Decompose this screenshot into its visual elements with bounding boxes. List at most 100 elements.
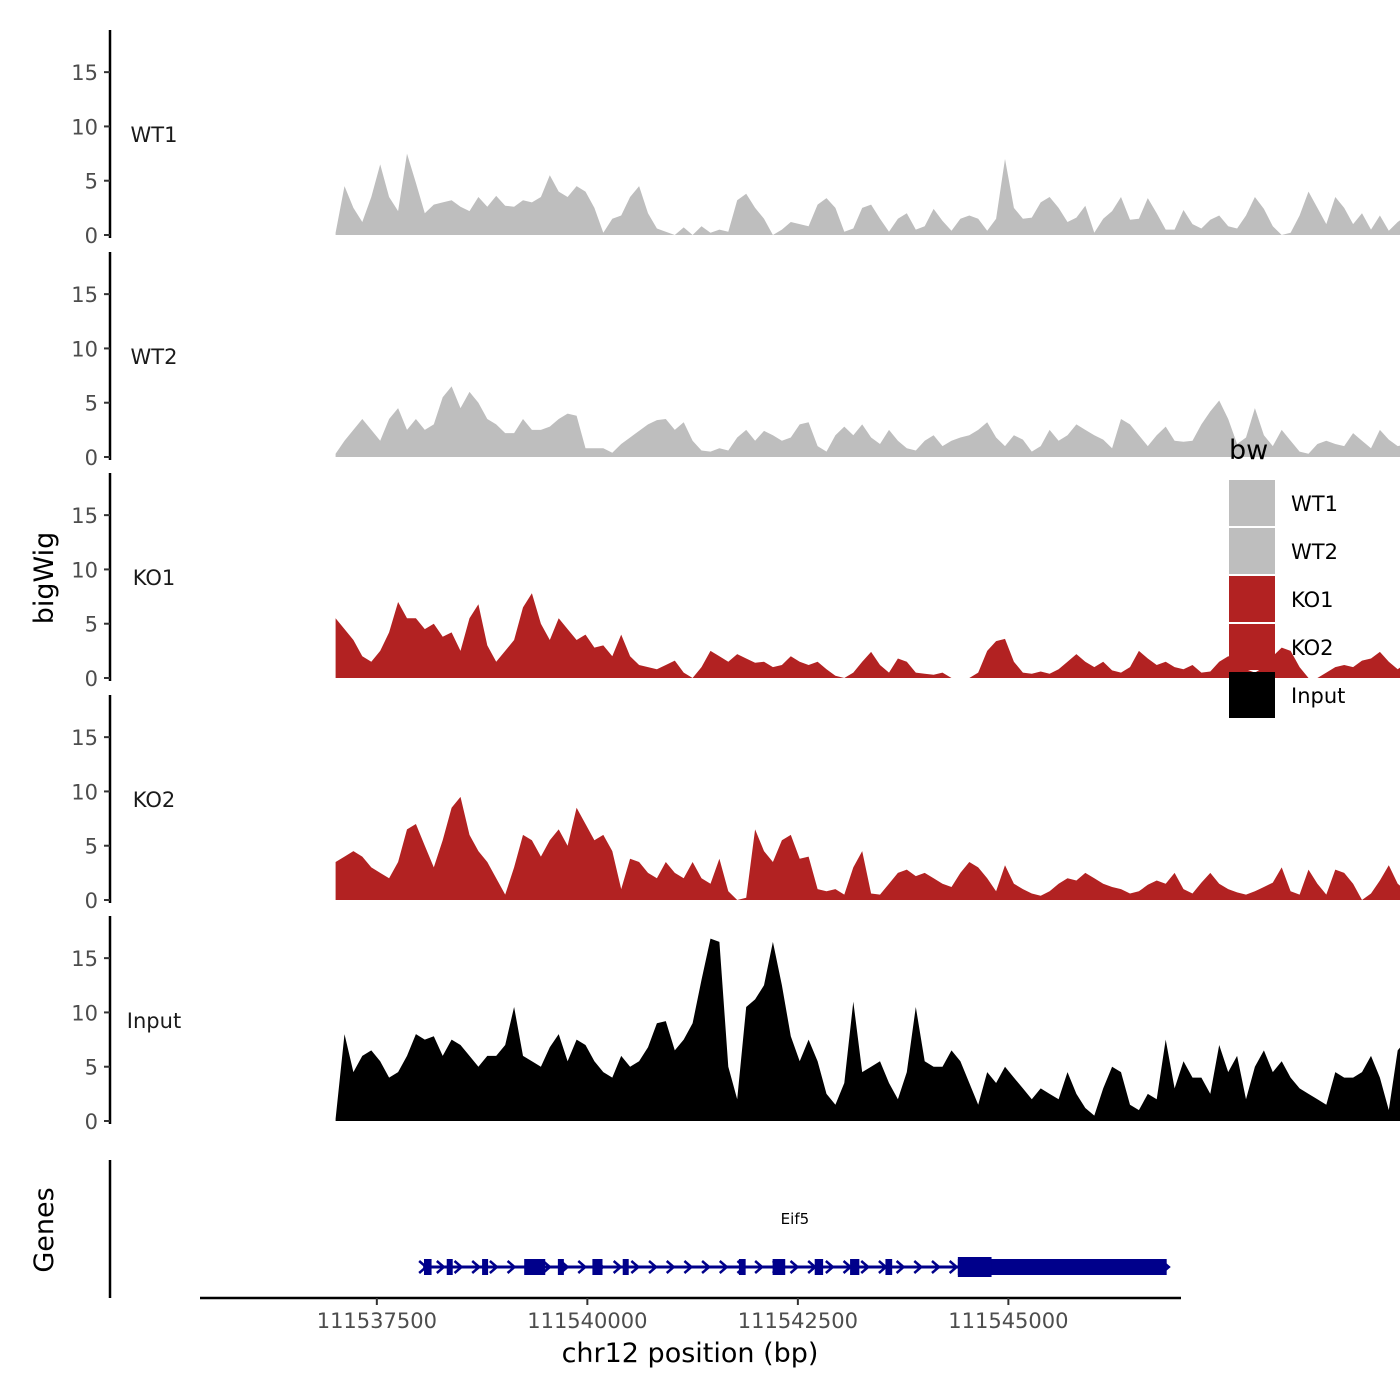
strand-arrow: [931, 1260, 941, 1274]
y-tick-label: 15: [71, 504, 98, 528]
strand-arrow: [542, 1260, 552, 1274]
legend-item-input: Input: [1229, 672, 1345, 718]
strand-arrow: [948, 1260, 959, 1274]
y-tick-label: 5: [85, 835, 98, 859]
coverage-area-wt2: [335, 386, 1400, 457]
exon: [423, 1259, 432, 1275]
exon: [814, 1259, 824, 1275]
panel-ko1: 0 5 10 15 KO1: [71, 473, 1400, 691]
strand-arrow: [701, 1260, 711, 1274]
legend-label: KO1: [1291, 588, 1334, 612]
legend-item-ko2: KO2: [1229, 624, 1334, 670]
y-tick-label: 10: [71, 1001, 98, 1025]
coverage-area-ko1: [335, 593, 1400, 678]
y-tick-label: 5: [85, 1056, 98, 1080]
x-tick-label: 111545000: [948, 1309, 1068, 1333]
exon: [850, 1259, 860, 1275]
coverage-area-input: [335, 938, 1400, 1121]
gene-name-label: Eif5: [781, 1210, 809, 1228]
y-tick-label: 0: [85, 667, 98, 691]
legend-label: WT2: [1291, 540, 1338, 564]
gene-track-title: Genes: [29, 1187, 60, 1272]
strand-arrow: [436, 1260, 446, 1274]
gene-track: Eif5: [108, 1160, 1171, 1298]
y-tick-label: 10: [71, 337, 98, 361]
exon: [557, 1259, 564, 1275]
y-tick-label: 15: [71, 61, 98, 85]
y-tick-label: 15: [71, 947, 98, 971]
y-tick-label: 10: [71, 115, 98, 139]
strand-arrow: [506, 1260, 517, 1274]
panel-input: 0 5 10 15 Input: [71, 916, 1400, 1134]
x-axis: 111537500 111540000 111542500 111545000: [200, 1296, 1181, 1333]
legend-label: WT1: [1291, 492, 1338, 516]
legend-swatch: [1229, 672, 1275, 718]
y-tick-label: 5: [85, 613, 98, 637]
legend-item-ko1: KO1: [1229, 576, 1334, 622]
series-label: WT1: [131, 123, 178, 147]
strand-arrow: [718, 1260, 729, 1274]
exon: [738, 1259, 746, 1275]
strand-arrow: [612, 1260, 623, 1274]
panel-wt1: 0 5 10 15 WT1: [71, 30, 1400, 248]
y-axis-title: bigWig: [29, 532, 60, 625]
strand-arrow: [648, 1260, 658, 1274]
legend-label: Input: [1291, 684, 1345, 708]
exon: [885, 1259, 893, 1275]
strand-arrow: [489, 1260, 499, 1274]
strand-arrow: [860, 1260, 871, 1274]
strand-arrow: [471, 1260, 482, 1274]
x-axis-title: chr12 position (bp): [562, 1338, 819, 1369]
strand-arrow: [789, 1260, 800, 1274]
legend-swatch: [1229, 480, 1275, 526]
legend-swatch: [1229, 576, 1275, 622]
legend-item-wt2: WT2: [1229, 528, 1338, 574]
exon: [524, 1259, 546, 1275]
series-label: Input: [127, 1009, 181, 1033]
strand-arrow: [577, 1260, 588, 1274]
coverage-panels: 0 5 10 15 WT1 0 5 10 15 WT2 0 5 10 15 KO1 0 5 10 15 KO2 0 5 10…: [71, 30, 1400, 1134]
panel-ko2: 0 5 10 15 KO2: [71, 695, 1400, 913]
y-tick-label: 5: [85, 170, 98, 194]
panel-wt2: 0 5 10 15 WT2: [71, 252, 1400, 470]
series-label: KO2: [133, 788, 176, 812]
y-tick-label: 5: [85, 392, 98, 416]
series-label: KO1: [133, 566, 176, 590]
legend-swatch: [1229, 624, 1275, 670]
y-tick-label: 0: [85, 446, 98, 470]
strand-arrow: [825, 1260, 835, 1274]
strand-arrow: [913, 1260, 924, 1274]
exon: [957, 1259, 1167, 1275]
exon: [482, 1259, 489, 1275]
x-tick-label: 111540000: [527, 1309, 647, 1333]
strand-arrow: [665, 1260, 676, 1274]
exon: [772, 1259, 786, 1275]
y-tick-label: 10: [71, 558, 98, 582]
legend-swatch: [1229, 528, 1275, 574]
x-tick-label: 111542500: [738, 1309, 858, 1333]
y-tick-label: 10: [71, 780, 98, 804]
strand-arrow: [453, 1260, 464, 1274]
y-tick-label: 15: [71, 726, 98, 750]
exon: [622, 1259, 629, 1275]
y-tick-label: 15: [71, 283, 98, 307]
strand-arrow: [683, 1260, 694, 1274]
y-tick-label: 0: [85, 889, 98, 913]
legend: bw WT1 WT2 KO1 KO2 Input: [1229, 435, 1345, 718]
series-label: WT2: [131, 345, 178, 369]
exon: [446, 1259, 453, 1275]
strand-arrow: [754, 1260, 765, 1274]
exon: [592, 1259, 603, 1275]
y-tick-label: 0: [85, 224, 98, 248]
coverage-area-wt1: [335, 153, 1400, 235]
exon-coding: [957, 1257, 992, 1277]
x-tick-label: 111537500: [317, 1309, 437, 1333]
legend-label: KO2: [1291, 636, 1334, 660]
strand-arrow: [630, 1260, 641, 1274]
coverage-area-ko2: [335, 796, 1400, 900]
legend-title: bw: [1229, 435, 1268, 466]
y-tick-label: 0: [85, 1110, 98, 1134]
legend-item-wt1: WT1: [1229, 480, 1338, 526]
strand-arrow: [895, 1260, 906, 1274]
